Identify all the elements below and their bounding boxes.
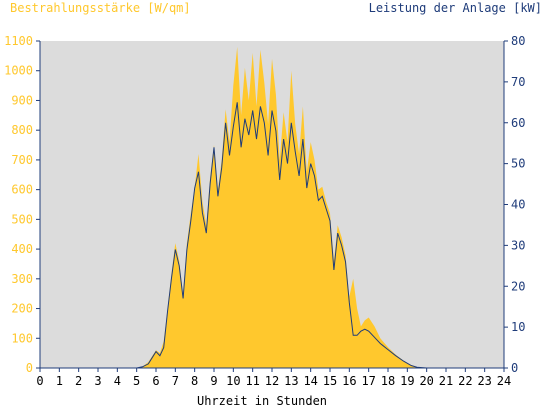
bottom-tick-label: 13: [284, 374, 298, 388]
right-tick-label: 30: [511, 238, 525, 252]
bottom-tick-label: 2: [75, 374, 82, 388]
right-tick-label: 10: [511, 320, 525, 334]
left-tick-label: 1100: [4, 34, 33, 48]
bottom-tick-label: 3: [94, 374, 101, 388]
bottom-tick-label: 17: [361, 374, 375, 388]
left-tick-label: 200: [11, 302, 33, 316]
bottom-tick-label: 23: [477, 374, 491, 388]
left-tick-label: 100: [11, 331, 33, 345]
bottom-tick-label: 5: [133, 374, 140, 388]
left-tick-label: 800: [11, 123, 33, 137]
bottom-ticks: 0 1 2 3 4 5 6 7 8 9 10 11 12 13 14 15 16 17 18 19 20 21 22 23 24: [36, 368, 511, 388]
right-tick-label: 40: [511, 198, 525, 212]
left-tick-label: 0: [26, 361, 33, 375]
bottom-tick-label: 9: [210, 374, 217, 388]
irradiance-series: [40, 46, 504, 369]
left-tick-label: 500: [11, 212, 33, 226]
bottom-tick-label: 4: [114, 374, 121, 388]
bottom-tick-label: 19: [400, 374, 414, 388]
bottom-tick-label: 10: [226, 374, 240, 388]
right-tick-label: 70: [511, 75, 525, 89]
right-tick-label: 0: [511, 361, 518, 375]
power-line: [40, 102, 504, 369]
bottom-tick-label: 0: [36, 374, 43, 388]
bottom-tick-label: 12: [265, 374, 279, 388]
bottom-tick-label: 15: [323, 374, 337, 388]
left-tick-label: 400: [11, 242, 33, 256]
bottom-tick-label: 22: [458, 374, 472, 388]
x-axis-title: Uhrzeit in Stunden: [197, 394, 327, 408]
right-tick-label: 60: [511, 116, 525, 130]
bottom-tick-label: 11: [245, 374, 259, 388]
right-tick-label: 20: [511, 279, 525, 293]
left-tick-label: 300: [11, 272, 33, 286]
bottom-tick-label: 14: [303, 374, 317, 388]
bottom-tick-label: 20: [419, 374, 433, 388]
power-series: [40, 102, 504, 369]
bottom-tick-label: 24: [497, 374, 511, 388]
bottom-tick-label: 1: [56, 374, 63, 388]
bottom-tick-label: 6: [152, 374, 159, 388]
bottom-tick-label: 8: [191, 374, 198, 388]
bottom-tick-label: 7: [172, 374, 179, 388]
bottom-tick-label: 16: [342, 374, 356, 388]
left-tick-label: 700: [11, 153, 33, 167]
left-tick-label: 1000: [4, 64, 33, 78]
right-axis-title: Leistung der Anlage [kW]: [369, 1, 542, 15]
right-tick-label: 80: [511, 34, 525, 48]
bottom-tick-label: 21: [439, 374, 453, 388]
right-ticks: 0 10 20 30 40 50 60 70 80: [504, 34, 525, 375]
left-ticks: 0 100 200 300 400 500 600 700 800 900 1000 1100: [4, 34, 40, 375]
irradiance-area: [40, 46, 504, 369]
left-tick-label: 600: [11, 183, 33, 197]
left-tick-label: 900: [11, 93, 33, 107]
left-axis-title: Bestrahlungsstärke [W/qm]: [10, 1, 191, 15]
right-tick-label: 50: [511, 157, 525, 171]
bottom-tick-label: 18: [381, 374, 395, 388]
